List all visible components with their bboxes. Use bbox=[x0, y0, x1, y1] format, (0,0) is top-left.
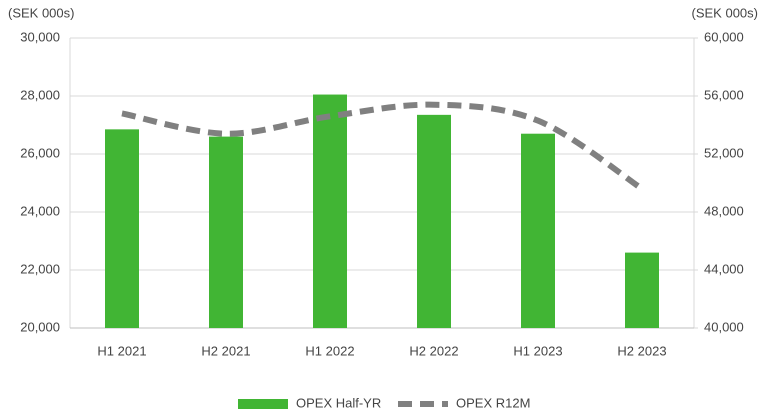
y-tick-label: 28,000 bbox=[20, 87, 60, 102]
x-tick-label: H2 2021 bbox=[201, 343, 250, 358]
bar bbox=[521, 133, 555, 328]
y2-tick-label: 40,000 bbox=[704, 319, 744, 334]
bar bbox=[209, 136, 243, 328]
x-tick-label: H1 2021 bbox=[97, 343, 146, 358]
y2-tick-label: 60,000 bbox=[704, 29, 744, 44]
y-tick-label: 24,000 bbox=[20, 203, 60, 218]
y2-tick-label: 48,000 bbox=[704, 203, 744, 218]
bar bbox=[417, 114, 451, 328]
y-tick-label: 26,000 bbox=[20, 145, 60, 160]
y-axis-label: (SEK 000s) bbox=[8, 5, 74, 20]
legend-swatch bbox=[238, 399, 288, 409]
y-tick-label: 22,000 bbox=[20, 261, 60, 276]
y2-tick-label: 44,000 bbox=[704, 261, 744, 276]
legend-label: OPEX Half-YR bbox=[296, 395, 381, 410]
bar bbox=[105, 129, 139, 328]
x-tick-label: H2 2022 bbox=[409, 343, 458, 358]
y2-axis-label: (SEK 000s) bbox=[692, 5, 758, 20]
x-tick-label: H1 2022 bbox=[305, 343, 354, 358]
x-tick-label: H2 2023 bbox=[617, 343, 666, 358]
y-tick-label: 20,000 bbox=[20, 319, 60, 334]
x-tick-label: H1 2023 bbox=[513, 343, 562, 358]
y2-tick-label: 52,000 bbox=[704, 145, 744, 160]
legend-label: OPEX R12M bbox=[456, 395, 530, 410]
y-tick-label: 30,000 bbox=[20, 29, 60, 44]
bar bbox=[625, 252, 659, 328]
bar bbox=[313, 94, 347, 328]
y2-tick-label: 56,000 bbox=[704, 87, 744, 102]
line bbox=[121, 101, 644, 192]
